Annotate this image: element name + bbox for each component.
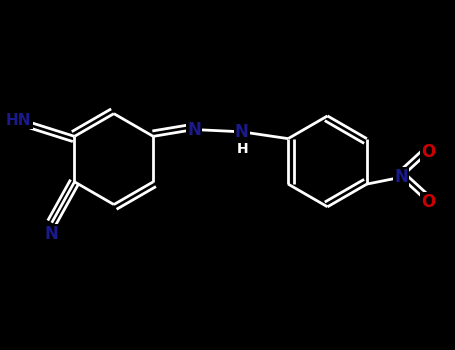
- Text: N: N: [235, 123, 249, 141]
- Text: O: O: [421, 143, 435, 161]
- Text: N: N: [45, 225, 59, 243]
- Text: O: O: [421, 193, 435, 211]
- Text: HN: HN: [6, 113, 31, 128]
- Text: N: N: [394, 168, 408, 186]
- Text: N: N: [187, 120, 201, 139]
- Text: H: H: [237, 142, 248, 156]
